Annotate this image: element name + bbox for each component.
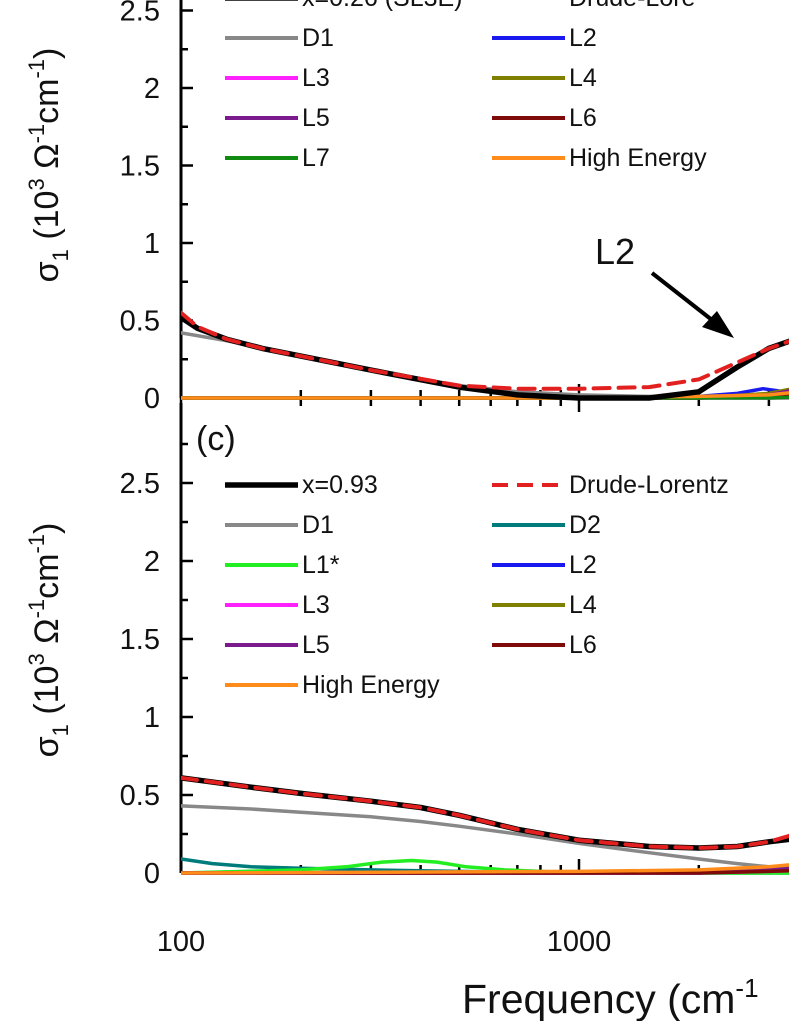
panel-b-legend: x=0.26 (SL3E) Drude-Lore D1 L2 L3 L4 L5 L6 L7 Hig…: [225, 0, 707, 172]
panel-c-legend-label: D1: [302, 511, 334, 539]
panel-b-y-label-part: σ: [28, 261, 66, 282]
panel-b-y-label-part: ): [28, 48, 66, 59]
l2-arrow-shaft: [650, 271, 714, 322]
l2-arrow-head: [702, 311, 734, 338]
panel-b-y-tick-label: 0: [144, 383, 160, 415]
panel-b-y-label-part: -1: [24, 59, 49, 79]
panel-b-legend-label: x=0.26 (SL3E): [302, 0, 463, 12]
panel-c-series-d1: [181, 804, 789, 870]
panel-c-legend: x=0.93 Drude-Lorentz D1 D2 L1* L2 L3 L4 L5 L6 High…: [225, 471, 729, 699]
panel-c-y-tick-label: 1.5: [120, 624, 160, 656]
panel-c-legend-label: L3: [302, 591, 330, 619]
panel-b-series-drude-lorentz: [181, 310, 789, 391]
panel-c-y-label-part: 1: [48, 724, 73, 736]
panel-c-y-label-part: 3: [24, 653, 49, 665]
panel-b-legend-label: L4: [569, 64, 597, 92]
x-axis-label: Frequency (cm-1: [462, 973, 759, 1021]
panel-b-legend-label: D1: [302, 24, 334, 52]
panel-c-legend-label: L1*: [302, 551, 340, 579]
panel-c-y-tick-label: 0: [144, 858, 160, 890]
panel-b-axes: 0 0.5 1 1.5 2 2.5: [120, 0, 789, 415]
panel-c-y-label-part: (10: [28, 666, 66, 725]
panel-b-curves: [181, 310, 789, 401]
panel-b-y-axis-label: σ1 (103 Ω-1cm-1): [24, 48, 73, 283]
panel-b-y-label-part: -1: [24, 124, 49, 144]
panel-c-y-label-part: -1: [24, 534, 49, 554]
panel-c-y-label-part: σ: [28, 736, 66, 757]
panel-c-y-axis-label: σ1 (103 Ω-1cm-1): [24, 523, 73, 758]
panel-b-y-tick-label: 2.5: [120, 0, 160, 28]
panel-c-x-tick-label: 1000: [547, 926, 612, 958]
panel-c-legend-label: x=0.93: [302, 471, 378, 499]
panel-c-curves: [181, 775, 789, 875]
panel-c-y-tick-label: 2: [144, 546, 160, 578]
panel-b-y-label-part: Ω: [28, 143, 66, 178]
panel-b-y-tick-label: 1: [144, 228, 160, 260]
panel-b-legend-label: L7: [302, 144, 330, 172]
panel-b-legend-label: L5: [302, 104, 330, 132]
panel-c-y-label-part: -1: [24, 599, 49, 619]
panel-c-legend-label: High Energy: [302, 671, 440, 699]
panel-c-legend-label: L4: [569, 591, 597, 619]
panel-b-y-tick-label: 1.5: [120, 151, 160, 183]
panel-c-x-tick-label: 100: [157, 926, 205, 958]
l2-annotation-text: L2: [595, 231, 635, 272]
panel-b-y-label-part: cm: [28, 79, 66, 124]
panel-b-y-label-part: 3: [24, 178, 49, 190]
panel-b-legend-label: High Energy: [569, 144, 707, 172]
panel-b-legend-label: L2: [569, 24, 597, 52]
panel-c-legend-label: Drude-Lorentz: [569, 471, 729, 499]
panel-b-legend-label: L3: [302, 64, 330, 92]
panel-c-y-tick-label: 2.5: [120, 468, 160, 500]
panel-c-y-label-part: cm: [28, 554, 66, 599]
panel-b-y-tick-label: 0.5: [120, 306, 160, 338]
panel-c-label: (c): [196, 420, 236, 458]
panel-c-y-label-part: Ω: [28, 618, 66, 653]
panel-b-series-high-energy: [181, 391, 789, 400]
panel-c-y-tick-label: 0.5: [120, 780, 160, 812]
panel-c-legend-label: D2: [569, 511, 601, 539]
panel-c-legend-label: L6: [569, 631, 597, 659]
panel-b-y-tick-label: 2: [144, 73, 160, 105]
panel-c-series-drude-lorentz: [181, 775, 789, 850]
l2-annotation: L2: [595, 231, 734, 338]
panel-c-series-high-energy: [181, 863, 789, 875]
panel-c-y-tick-label: 1: [144, 702, 160, 734]
panel-b-y-label-part: 1: [48, 249, 73, 261]
panel-c-y-label-part: ): [28, 523, 66, 534]
panel-b-legend-label: Drude-Lore: [569, 0, 695, 12]
panel-c-legend-label: L5: [302, 631, 330, 659]
panel-b-y-label-part: (10: [28, 191, 66, 250]
panel-b-legend-label: L6: [569, 104, 597, 132]
panel-c-legend-label: L2: [569, 551, 597, 579]
